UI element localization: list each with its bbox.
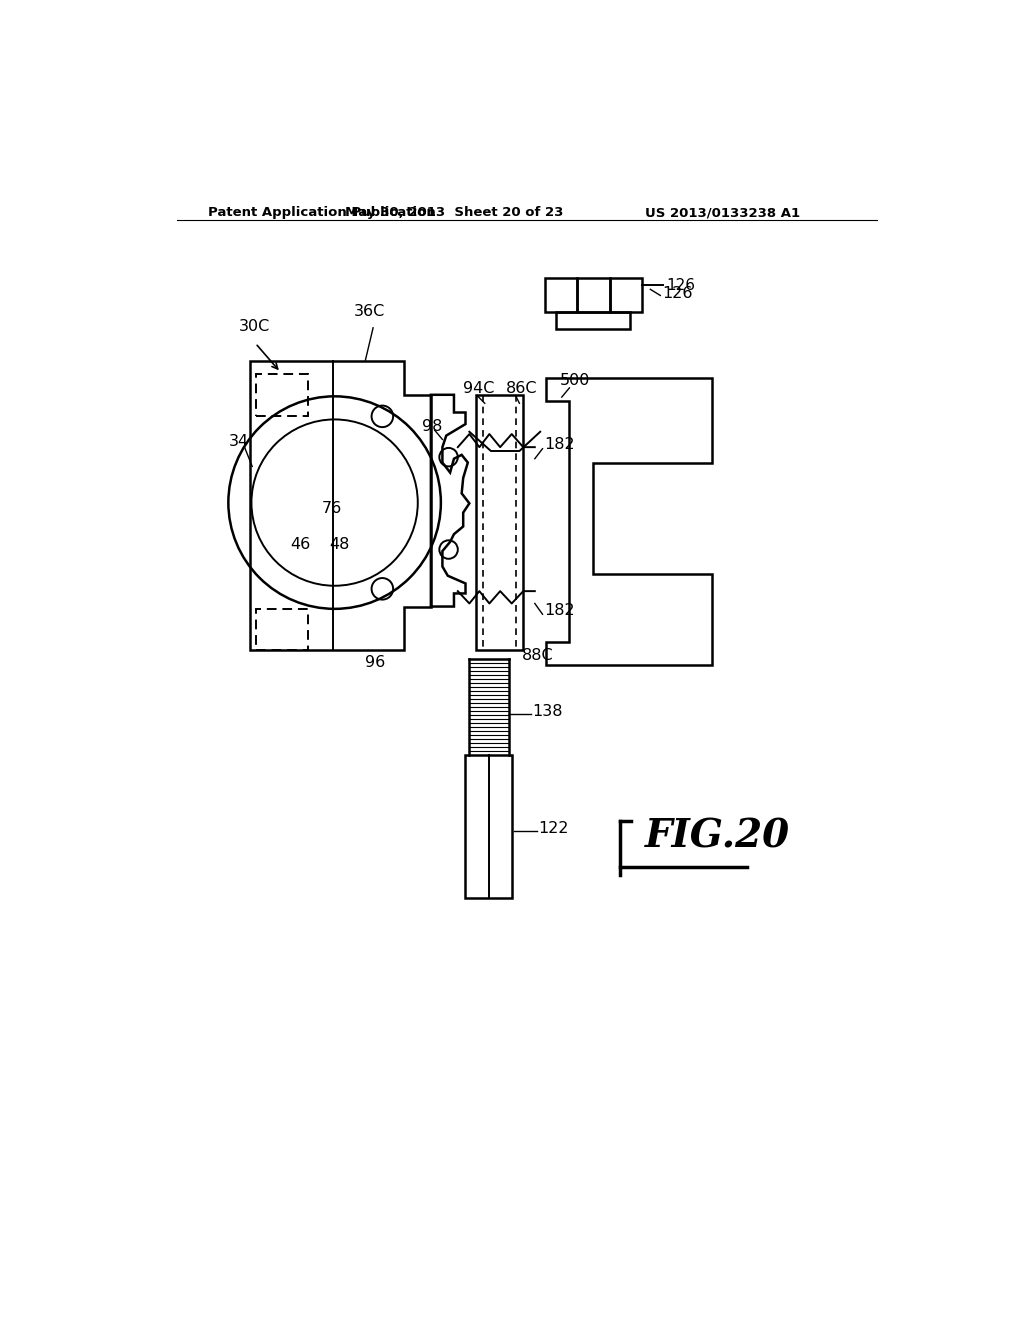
Text: 500: 500 bbox=[560, 372, 591, 388]
Text: 36C: 36C bbox=[354, 304, 385, 318]
Bar bbox=[475, 395, 523, 649]
Bar bbox=[609, 277, 642, 313]
Text: 126: 126 bbox=[662, 285, 692, 301]
Bar bbox=[256, 609, 308, 649]
Bar bbox=[556, 313, 631, 330]
Text: 96: 96 bbox=[366, 655, 386, 671]
Text: 126: 126 bbox=[667, 279, 695, 293]
Text: 88C: 88C bbox=[521, 648, 553, 663]
Text: US 2013/0133238 A1: US 2013/0133238 A1 bbox=[645, 206, 801, 219]
Text: Patent Application Publication: Patent Application Publication bbox=[208, 206, 435, 219]
Text: 86C: 86C bbox=[506, 380, 537, 396]
Text: FIG.20: FIG.20 bbox=[645, 817, 791, 855]
Bar bbox=[256, 374, 308, 416]
Text: 48: 48 bbox=[330, 537, 349, 553]
Text: 30C: 30C bbox=[239, 319, 269, 334]
Text: 34: 34 bbox=[228, 434, 249, 449]
Text: May 30, 2013  Sheet 20 of 23: May 30, 2013 Sheet 20 of 23 bbox=[345, 206, 563, 219]
Text: 46: 46 bbox=[291, 537, 311, 553]
Text: 138: 138 bbox=[532, 704, 563, 719]
Text: 94C: 94C bbox=[463, 380, 495, 396]
Bar bbox=[545, 277, 578, 313]
Text: 76: 76 bbox=[322, 502, 342, 516]
Bar bbox=[465, 755, 512, 898]
Text: 122: 122 bbox=[539, 821, 569, 836]
Text: 182: 182 bbox=[544, 603, 574, 618]
Bar bbox=[578, 277, 609, 313]
Text: 182: 182 bbox=[544, 437, 574, 453]
Text: 98: 98 bbox=[422, 418, 442, 434]
